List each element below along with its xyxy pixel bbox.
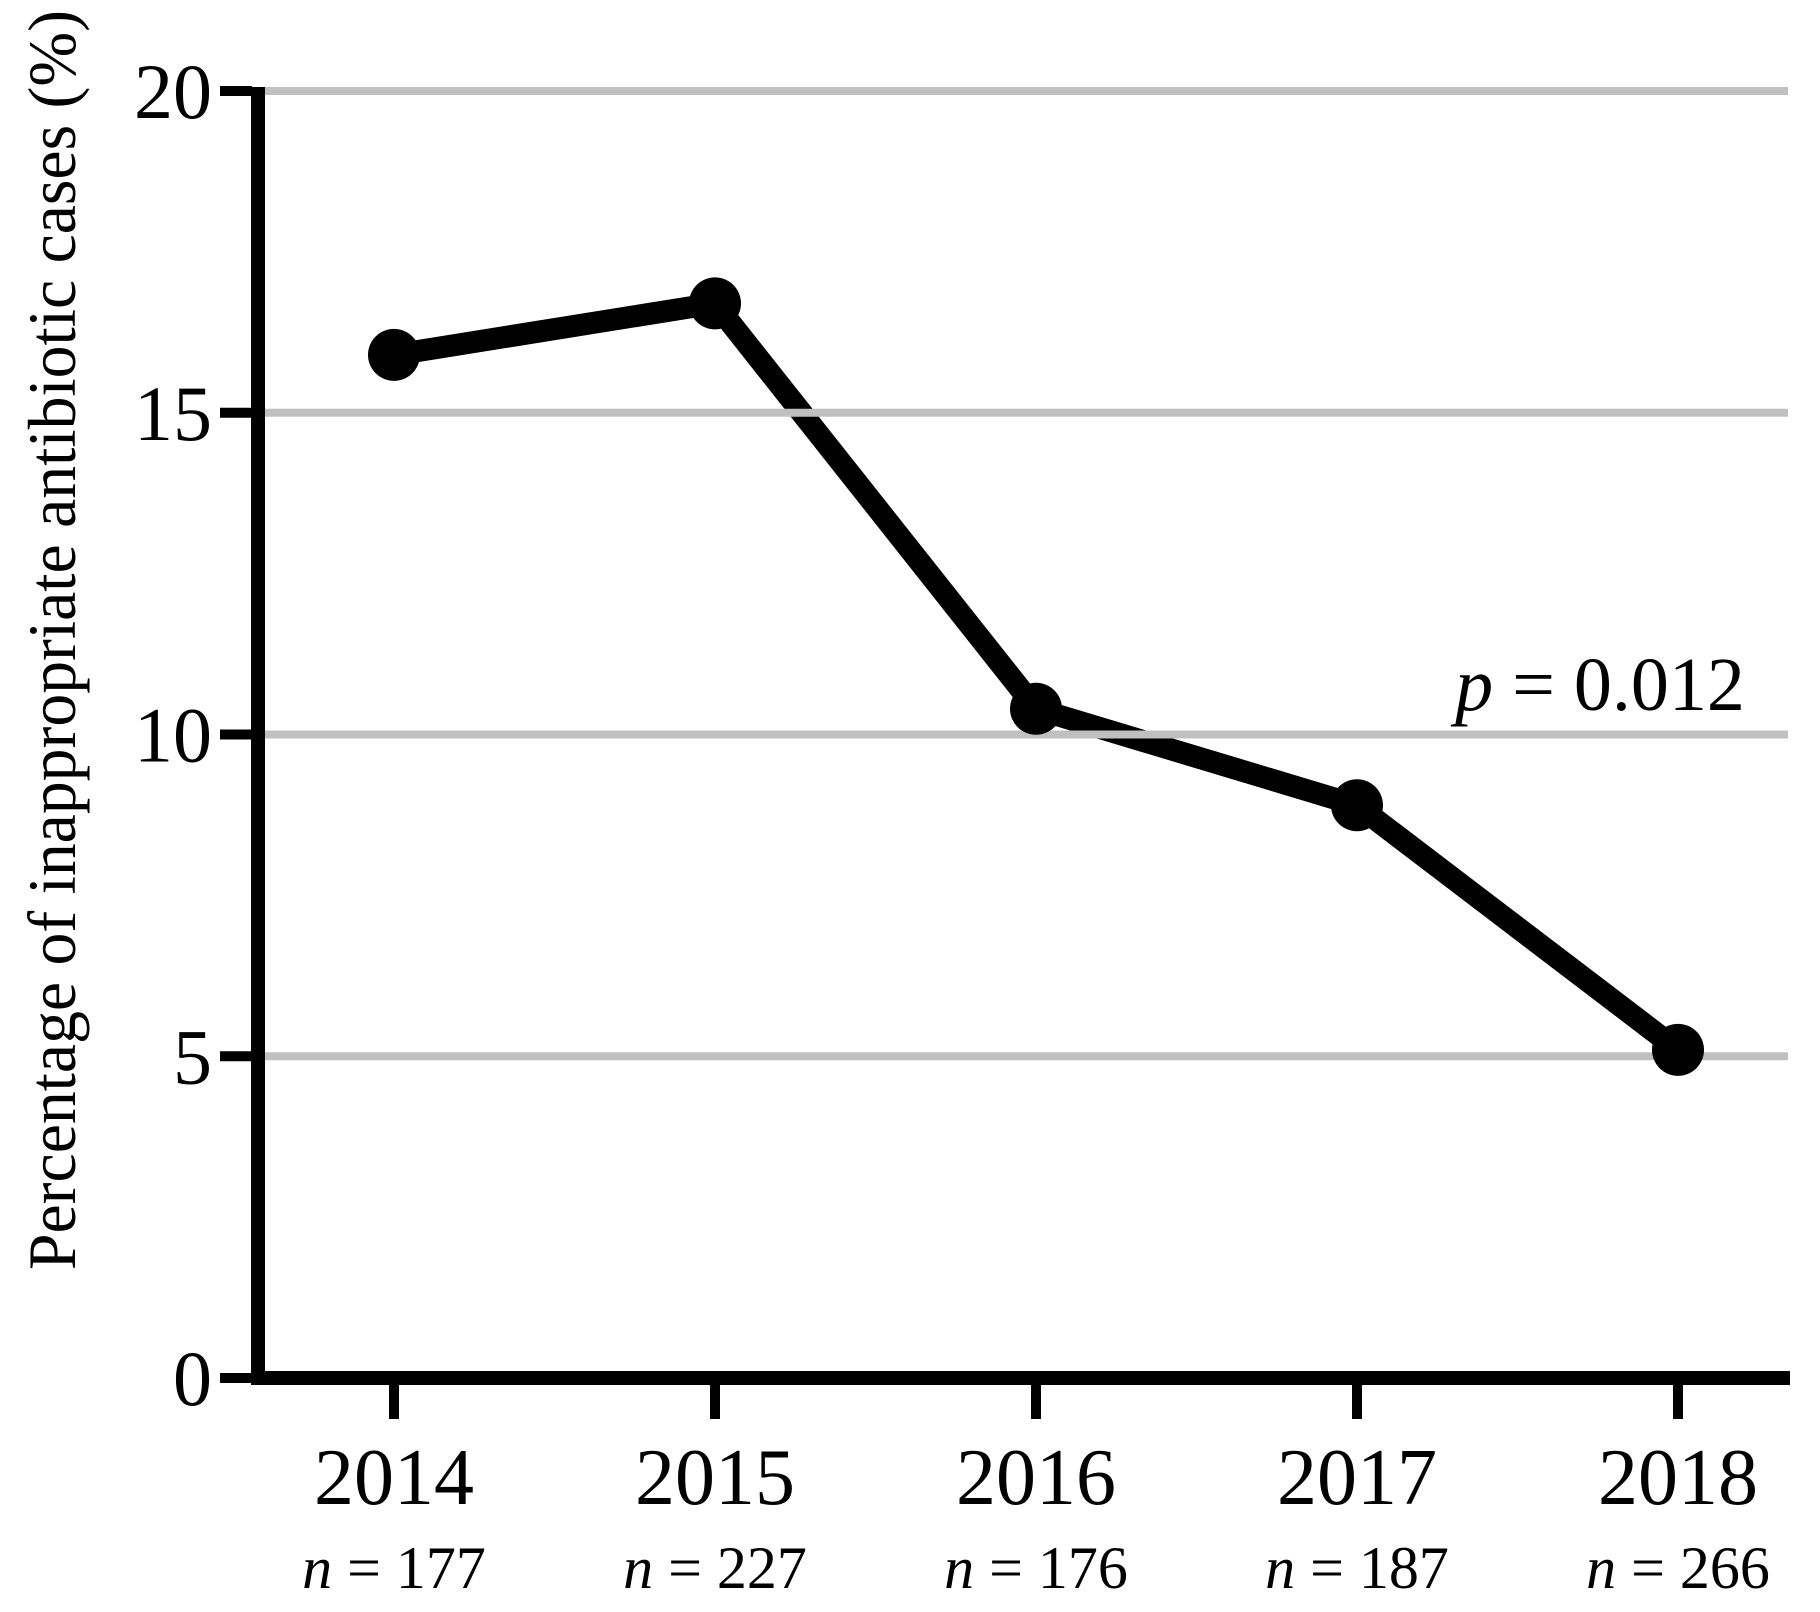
sample-size-label-2017: n = 187 [1265, 1535, 1449, 1601]
sample-size-label-2018: n = 266 [1586, 1535, 1770, 1601]
data-point-2015 [689, 277, 741, 330]
x-category-label-2015: 2015 [635, 1434, 795, 1522]
p-value-annotation: p = 0.012 [1450, 643, 1745, 727]
n-symbol: n [944, 1535, 974, 1601]
n-symbol: n [302, 1535, 332, 1601]
data-point-2017 [1331, 779, 1383, 832]
y-tick-label-10: 10 [134, 692, 212, 779]
n-value: = 187 [1295, 1535, 1449, 1601]
y-tick-label-15: 15 [134, 370, 212, 457]
n-value: = 227 [653, 1535, 807, 1601]
x-category-label-2014: 2014 [314, 1434, 474, 1522]
y-tick-label-5: 5 [173, 1013, 212, 1100]
data-point-2018 [1652, 1023, 1704, 1076]
n-value: = 177 [332, 1535, 486, 1601]
x-category-label-2016: 2016 [956, 1434, 1116, 1522]
y-tick-label-20: 20 [134, 48, 212, 135]
p-value-number: = 0.012 [1493, 643, 1745, 727]
n-symbol: n [623, 1535, 653, 1601]
data-point-2016 [1010, 682, 1062, 735]
n-value: = 176 [974, 1535, 1128, 1601]
x-category-label-2018: 2018 [1598, 1434, 1758, 1522]
n-symbol: n [1265, 1535, 1295, 1601]
sample-size-label-2016: n = 176 [944, 1535, 1128, 1601]
sample-size-label-2015: n = 227 [623, 1535, 807, 1601]
p-value-symbol: p [1450, 643, 1493, 727]
n-symbol: n [1586, 1535, 1616, 1601]
n-value: = 266 [1616, 1535, 1770, 1601]
data-point-2014 [368, 328, 420, 381]
x-category-label-2017: 2017 [1277, 1434, 1437, 1522]
y-axis-title: Percentage of inappropriate antibiotic c… [14, 10, 90, 1270]
y-tick-label-0: 0 [173, 1335, 212, 1422]
sample-size-label-2014: n = 177 [302, 1535, 486, 1601]
